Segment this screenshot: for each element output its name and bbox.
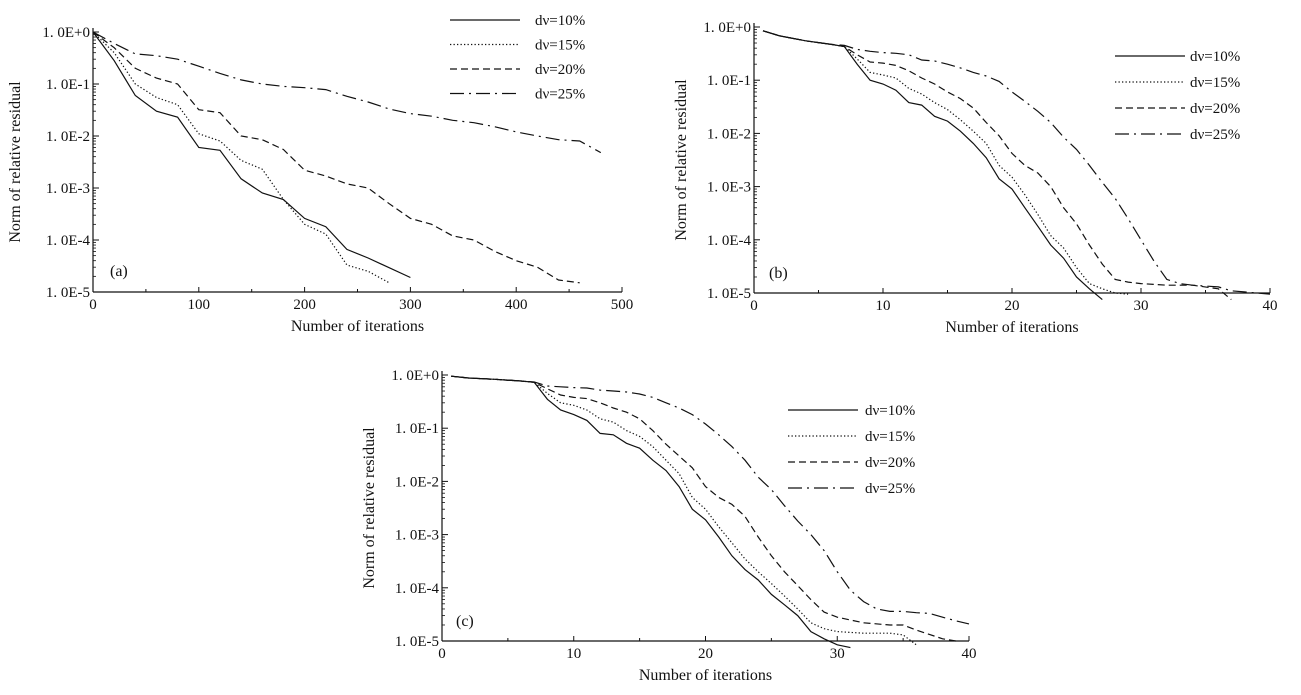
- y-tick-label: 1. 0E-2: [707, 126, 751, 142]
- x-tick-label: 10: [876, 298, 891, 314]
- y-tick-label: 1. 0E+0: [391, 368, 439, 384]
- y-tick-label: 1. 0E-1: [46, 77, 90, 93]
- legend-label: dν=25%: [535, 87, 585, 103]
- x-tick-label: 400: [505, 297, 528, 313]
- y-tick-label: 1. 0E-5: [707, 286, 751, 302]
- legend-label: dν=15%: [1190, 75, 1240, 91]
- x-tick-label: 40: [962, 646, 977, 662]
- legend-label: dν=25%: [1190, 127, 1240, 143]
- x-tick-label: 0: [438, 646, 446, 662]
- x-tick-label: 10: [566, 646, 581, 662]
- legend-label: dν=20%: [865, 455, 915, 471]
- series-line-2: [762, 30, 1129, 295]
- y-tick-label: 1. 0E-5: [46, 285, 90, 301]
- x-tick-label: 100: [188, 297, 211, 313]
- series-line-4: [762, 30, 1271, 295]
- x-tick-label: 30: [1134, 298, 1149, 314]
- y-tick-label: 1. 0E-4: [395, 581, 440, 597]
- x-tick-label: 200: [293, 297, 316, 313]
- y-axis-label: Norm of relative residual: [673, 79, 690, 241]
- series-line-1: [451, 375, 851, 649]
- y-tick-label: 1. 0E+0: [703, 20, 751, 36]
- panel-b: 0 10 20 30 40 1. 0E+0 1. 0E-1 1. 0E-2 1. 0E-3 1. …: [673, 20, 1278, 336]
- series-line-3: [762, 30, 1232, 301]
- legend-label: dν=10%: [535, 13, 585, 29]
- y-axis-label: Norm of relative residual: [7, 81, 24, 243]
- x-tick-label: 20: [1005, 298, 1020, 314]
- y-tick-label: 1. 0E-1: [707, 73, 751, 89]
- y-tick-label: 1. 0E-2: [395, 474, 439, 490]
- legend-label: dν=15%: [865, 429, 915, 445]
- y-tick-label: 1. 0E-3: [46, 181, 90, 197]
- series-line-1: [762, 30, 1103, 301]
- legend-label: dν=20%: [1190, 101, 1240, 117]
- series-line-1: [92, 31, 411, 279]
- legend-label: dν=10%: [865, 403, 915, 419]
- x-tick-label: 20: [698, 646, 713, 662]
- panel-label: (b): [769, 265, 788, 282]
- x-axis-label: Number of iterations: [291, 318, 424, 335]
- x-tick-label: 500: [611, 297, 634, 313]
- series-line-3: [92, 31, 580, 284]
- y-tick-label: 1. 0E-4: [707, 233, 752, 249]
- legend-label: dν=20%: [535, 62, 585, 78]
- x-tick-label: 0: [750, 298, 758, 314]
- x-tick-label: 30: [830, 646, 845, 662]
- y-tick-label: 1. 0E-4: [46, 233, 91, 249]
- x-tick-label: 0: [89, 297, 97, 313]
- y-tick-label: 1. 0E+0: [42, 25, 90, 41]
- panel-c: 0 10 20 30 40 1. 0E+0 1. 0E-1 1. 0E-2 1. 0E-3 1. …: [361, 368, 977, 684]
- panel-label: (a): [110, 263, 128, 280]
- x-tick-label: 300: [399, 297, 422, 313]
- legend-label: dν=15%: [535, 38, 585, 54]
- x-axis-label: Number of iterations: [639, 667, 772, 684]
- y-tick-label: 1. 0E-3: [707, 180, 751, 196]
- series-line-2: [451, 375, 917, 646]
- x-tick-label: 40: [1263, 298, 1278, 314]
- y-tick-label: 1. 0E-5: [395, 634, 439, 650]
- legend-label: dν=10%: [1190, 49, 1240, 65]
- series-line-4: [451, 375, 970, 625]
- series-line-3: [451, 375, 956, 642]
- x-axis-label: Number of iterations: [945, 319, 1078, 336]
- y-tick-label: 1. 0E-1: [395, 421, 439, 437]
- series-line-4: [92, 31, 602, 154]
- legend-label: dν=25%: [865, 481, 915, 497]
- y-tick-label: 1. 0E-2: [46, 129, 90, 145]
- panel-a: 0 100 200 300 400 500 1. 0E+0 1. 0E-1 1. 0E-2 1. …: [7, 13, 633, 335]
- panel-label: (c): [456, 613, 474, 630]
- y-axis-label: Norm of relative residual: [361, 427, 378, 589]
- y-tick-label: 1. 0E-3: [395, 528, 439, 544]
